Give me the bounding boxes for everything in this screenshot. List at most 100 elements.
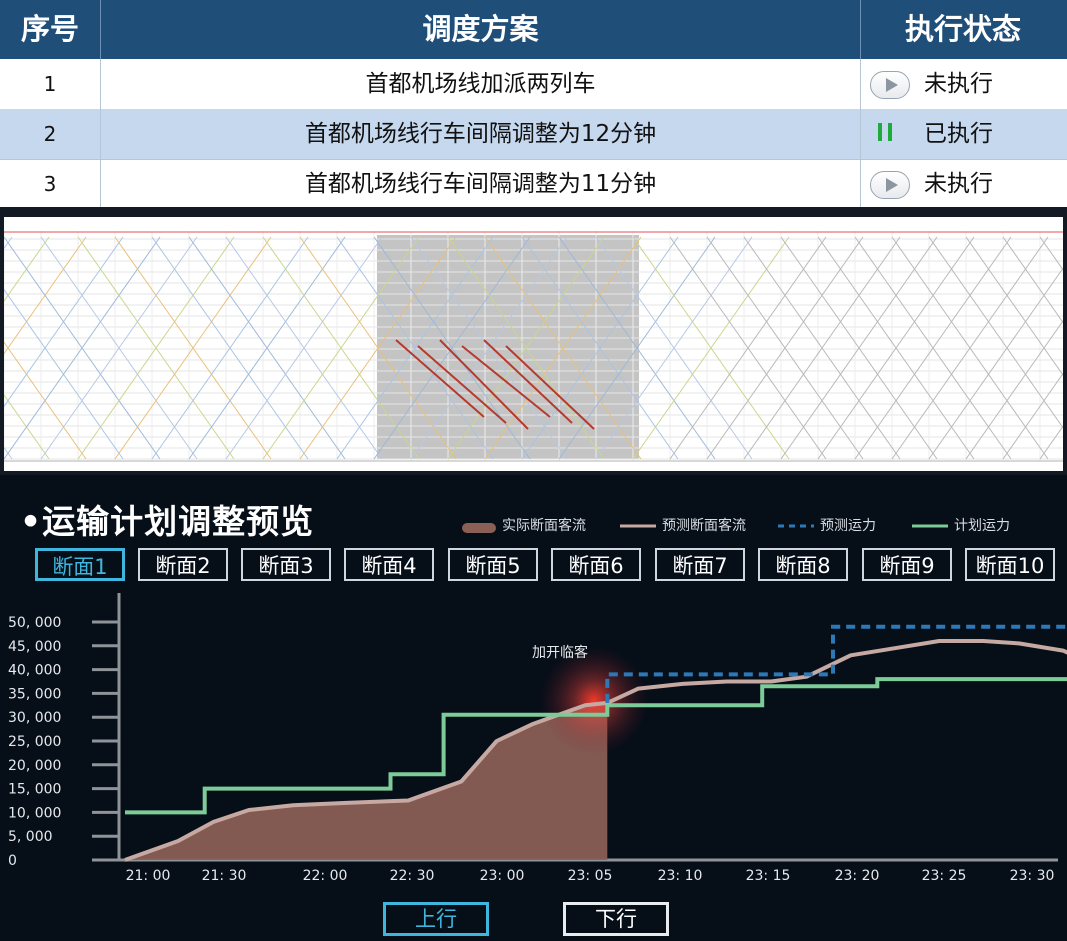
direction-down-button[interactable]: 下行 [563,902,669,936]
added-train-traces [395,339,595,430]
table-row: 3 首都机场线行车间隔调整为11分钟 未执行 [0,159,1067,210]
tab-section-6[interactable]: 断面6 [551,548,641,581]
x-tick-label: 23: 00 [480,868,525,884]
x-tick-label: 21: 30 [202,868,247,884]
tab-section-1[interactable]: 断面1 [35,548,125,581]
added-train-trace [461,345,551,418]
added-train-trace [505,345,595,430]
train-trace [632,236,790,460]
train-traces [4,236,1063,460]
header-index: 序号 [20,12,79,46]
x-tick-label: 22: 00 [303,868,348,884]
status-text: 未执行 [924,71,993,97]
train-trace [521,236,679,460]
legend-planned-capacity: 计划运力 [912,515,1052,537]
section-flow-chart: 0 5, 000 10, 000 15, 000 20, 000 25, 000 30, 0… [8,593,1067,884]
x-tick-label: 23: 10 [658,868,703,884]
train-trace [928,267,1063,460]
added-train-trace [483,339,573,424]
train-trace [558,236,716,460]
train-trace [817,236,975,460]
train-trace [77,236,235,460]
table-header: 序号 调度方案 执行状态 [0,0,1067,59]
train-trace [114,236,272,460]
header-plan: 调度方案 [100,0,861,59]
train-trace [40,236,198,460]
row-index: 3 [43,172,57,196]
train-trace [188,236,346,460]
tab-section-9[interactable]: 断面9 [862,548,952,581]
train-trace [262,236,420,460]
train-trace [410,236,568,460]
row-plan: 首都机场线行车间隔调整为12分钟 [100,109,861,159]
row-status: 未执行 [870,159,1067,209]
x-tick-label: 23: 05 [568,868,613,884]
table-row: 2 首都机场线行车间隔调整为12分钟 已执行 [0,109,1067,160]
train-trace [706,236,864,460]
added-train-trace [439,339,529,430]
legend-area-swatch [462,523,496,533]
legend-line-swatch [912,524,948,528]
legend-label: 计划运力 [954,518,1010,534]
series-forecast-flow-line [124,639,1067,862]
train-trace [225,236,383,460]
train-trace [4,236,124,408]
train-trace [891,236,1049,460]
direction-up-button[interactable]: 上行 [383,902,489,936]
y-tick-label: 35, 000 [8,686,61,702]
play-icon[interactable] [870,71,910,99]
legend-label: 实际断面客流 [502,518,586,534]
y-tick-label: 0 [8,853,17,869]
tab-section-3[interactable]: 断面3 [241,548,331,581]
train-trace [743,236,901,460]
train-trace [854,236,1012,460]
y-tick-label: 30, 000 [8,710,61,726]
row-status: 未执行 [870,59,1067,109]
y-tick-label: 10, 000 [8,805,61,821]
train-trace [1002,372,1063,460]
train-trace [780,236,938,460]
series-actual-flow-area [125,702,608,860]
series-forecast-capacity-line [605,624,1067,703]
tab-section-5[interactable]: 断面5 [448,548,538,581]
tab-section-8[interactable]: 断面8 [758,548,848,581]
legend-label: 预测断面客流 [662,518,746,534]
series-planned-capacity-line [125,677,1067,815]
status-text: 已执行 [924,121,993,147]
train-trace [299,236,457,460]
y-tick-label: 25, 000 [8,734,61,750]
play-icon[interactable] [870,171,910,199]
legend-line-swatch [620,524,656,528]
x-tick-label: 23: 20 [835,868,880,884]
train-trace [151,236,309,460]
legend-forecast-capacity: 预测运力 [778,515,908,537]
train-trace [4,236,161,460]
y-tick-label: 50, 000 [8,615,61,631]
train-trace [1002,236,1063,324]
train-trace [4,236,87,355]
tab-section-4[interactable]: 断面4 [344,548,434,581]
legend-label: 预测运力 [820,518,876,534]
legend-actual-flow: 实际断面客流 [462,515,612,537]
tab-section-2[interactable]: 断面2 [138,548,228,581]
train-trace [4,236,50,302]
train-trace [373,236,531,460]
train-trace [595,236,753,460]
y-tick-label: 15, 000 [8,782,61,798]
x-tick-label: 23: 30 [1010,868,1055,884]
panel-title: •运输计划调整预览 [20,502,315,541]
row-status: 已执行 [870,109,1067,159]
train-trace [484,236,642,460]
status-text: 未执行 [924,171,993,197]
added-train-trace [417,345,507,424]
train-trace [965,320,1063,460]
tab-section-7[interactable]: 断面7 [655,548,745,581]
adjustment-glow-marker [539,645,650,756]
legend-forecast-flow: 预测断面客流 [620,515,770,537]
pause-icon[interactable] [876,123,896,145]
run-diagram-graphic [4,217,1063,471]
tab-section-10[interactable]: 断面10 [965,548,1055,581]
y-tick-label: 5, 000 [8,829,53,845]
table-row: 1 首都机场线加派两列车 未执行 [0,59,1067,110]
row-index: 1 [43,72,57,96]
